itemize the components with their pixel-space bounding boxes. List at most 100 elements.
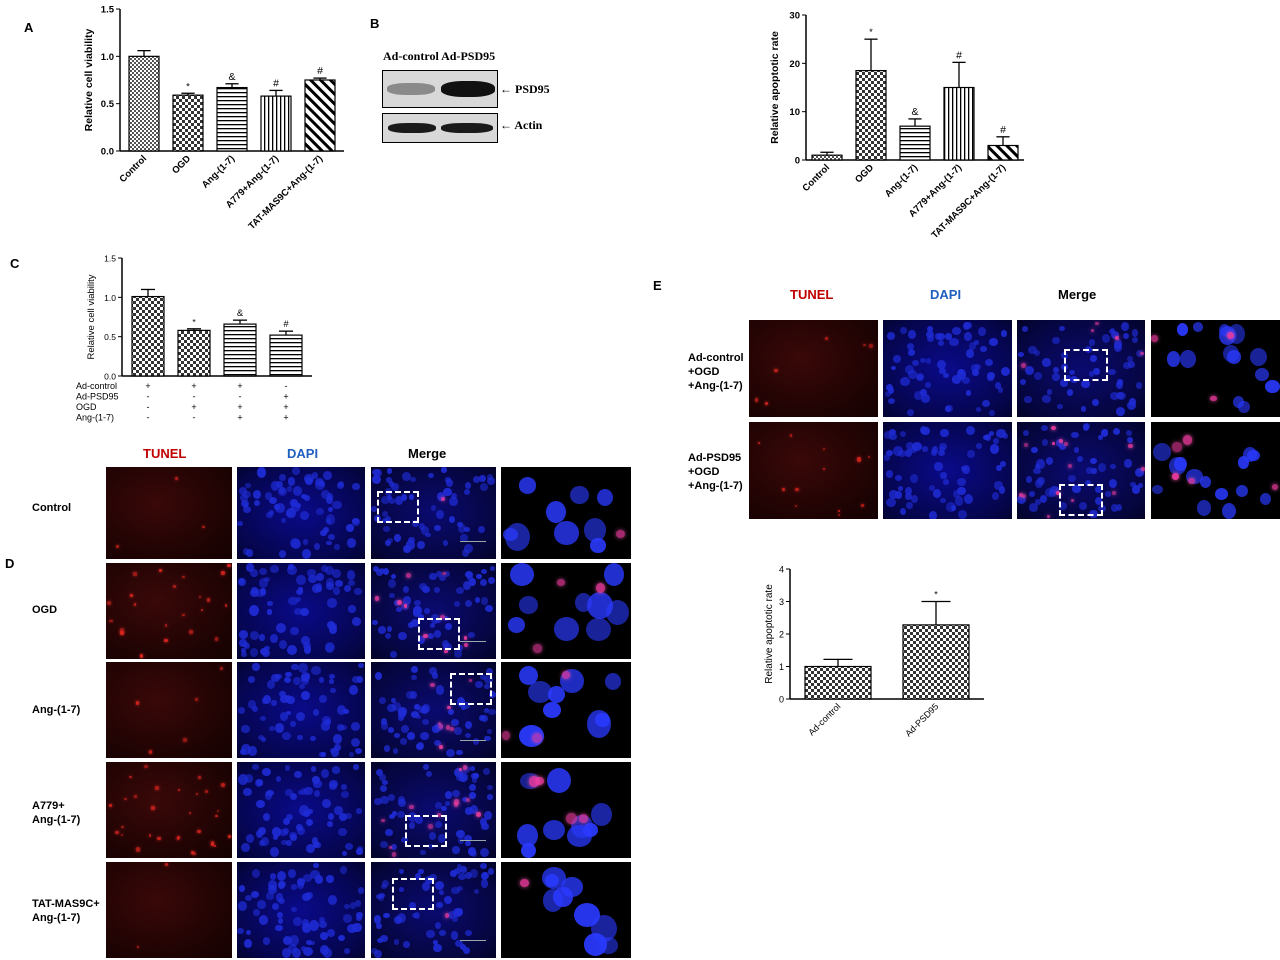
cell-nucleus: [277, 487, 288, 497]
cell-nucleus: [320, 529, 327, 537]
cell-nucleus: [456, 908, 463, 916]
cell-nucleus: [433, 630, 441, 638]
cell-nucleus: [390, 651, 397, 658]
cell-nucleus: [257, 779, 263, 786]
condition-label: Ang-(1-7): [76, 413, 114, 423]
cell-nucleus: [392, 851, 397, 857]
cell-nucleus: [465, 840, 471, 846]
cell-nucleus: [904, 449, 912, 458]
cell-nucleus: [403, 586, 410, 594]
cell-nucleus: [178, 788, 181, 791]
cell-nucleus: [1221, 502, 1237, 519]
cell-nucleus: [480, 872, 488, 880]
cell-nucleus: [587, 591, 614, 620]
cell-nucleus: [461, 548, 470, 558]
cell-nucleus: [252, 662, 260, 671]
cell-nucleus: [386, 468, 393, 474]
cell-nucleus: [460, 705, 466, 710]
cell-nucleus: [246, 929, 252, 936]
cell-nucleus: [428, 472, 435, 479]
cell-nucleus: [252, 764, 260, 771]
condition-mark: +: [191, 381, 196, 391]
cell-nucleus: [311, 666, 322, 675]
cell-nucleus: [318, 694, 328, 703]
cell-nucleus: [372, 565, 380, 573]
dapi-image: [883, 422, 1012, 519]
cell-nucleus: [1017, 495, 1026, 505]
cell-nucleus: [372, 468, 382, 478]
cell-nucleus: [1116, 503, 1123, 511]
cell-nucleus: [486, 476, 495, 485]
cell-nucleus: [886, 497, 896, 507]
cell-nucleus: [1052, 336, 1061, 345]
cell-nucleus: [441, 806, 447, 812]
cell-nucleus: [252, 909, 261, 917]
cell-nucleus: [285, 510, 293, 517]
cell-nucleus: [449, 869, 457, 877]
cell-nucleus: [279, 828, 288, 837]
cell-nucleus: [352, 923, 362, 932]
cell-nucleus: [344, 842, 353, 851]
cell-nucleus: [463, 488, 470, 496]
cell-nucleus: [1072, 484, 1081, 494]
cell-nucleus: [468, 632, 476, 639]
cell-nucleus: [899, 326, 907, 335]
condition-mark: +: [145, 381, 150, 391]
cell-nucleus: [469, 868, 479, 878]
cell-nucleus: [388, 813, 395, 820]
cell-nucleus: [418, 523, 426, 531]
cell-nucleus: [912, 359, 919, 367]
cell-nucleus: [451, 886, 460, 895]
cell-nucleus: [957, 486, 967, 496]
cell-nucleus: [480, 878, 489, 888]
cell-nucleus: [535, 777, 544, 786]
cell-nucleus: [331, 748, 339, 757]
cell-nucleus: [326, 620, 335, 629]
cell-nucleus: [1003, 432, 1009, 439]
cell-nucleus: [136, 946, 140, 949]
cell-nucleus: [244, 642, 250, 649]
cell-nucleus: [570, 485, 590, 505]
cell-nucleus: [475, 680, 483, 688]
cell-nucleus: [1088, 370, 1095, 377]
cell-nucleus: [983, 435, 989, 441]
cell-nucleus: [384, 828, 393, 837]
cell-nucleus: [454, 801, 459, 807]
cell-nucleus: [334, 806, 343, 816]
cell-nucleus: [519, 666, 539, 686]
cell-nucleus: [457, 645, 464, 652]
cell-nucleus: [244, 894, 253, 901]
scale-bar: [460, 641, 486, 642]
cell-nucleus: [906, 502, 913, 510]
cell-nucleus: [443, 487, 453, 496]
cell-nucleus: [892, 354, 902, 364]
cell-nucleus: [391, 701, 401, 712]
cell-nucleus: [252, 706, 258, 712]
cell-nucleus: [595, 583, 605, 594]
cell-nucleus: [974, 364, 981, 371]
cell-nucleus: [290, 906, 297, 912]
scale-bar: [460, 740, 486, 741]
cell-nucleus: [206, 598, 211, 603]
cell-nucleus: [468, 577, 477, 586]
dapi-image: [883, 320, 1012, 417]
cell-nucleus: [293, 607, 303, 616]
cell-nucleus: [398, 707, 408, 716]
cell-nucleus: [782, 487, 785, 491]
cell-nucleus: [554, 521, 579, 545]
cell-nucleus: [393, 599, 401, 606]
cell-nucleus: [244, 773, 253, 783]
cell-nucleus: [428, 874, 437, 882]
cell-nucleus: [343, 584, 352, 593]
cell-nucleus: [327, 533, 335, 541]
cell-nucleus: [243, 787, 253, 796]
cell-nucleus: [414, 600, 422, 607]
cell-nucleus: [144, 765, 148, 768]
cell-nucleus: [250, 589, 260, 597]
cell-nucleus: [897, 486, 903, 491]
cell-nucleus: [425, 770, 433, 777]
cell-nucleus: [411, 913, 418, 919]
cell-nucleus: [472, 738, 479, 745]
cell-nucleus: [172, 584, 176, 588]
cell-nucleus: [454, 767, 463, 778]
